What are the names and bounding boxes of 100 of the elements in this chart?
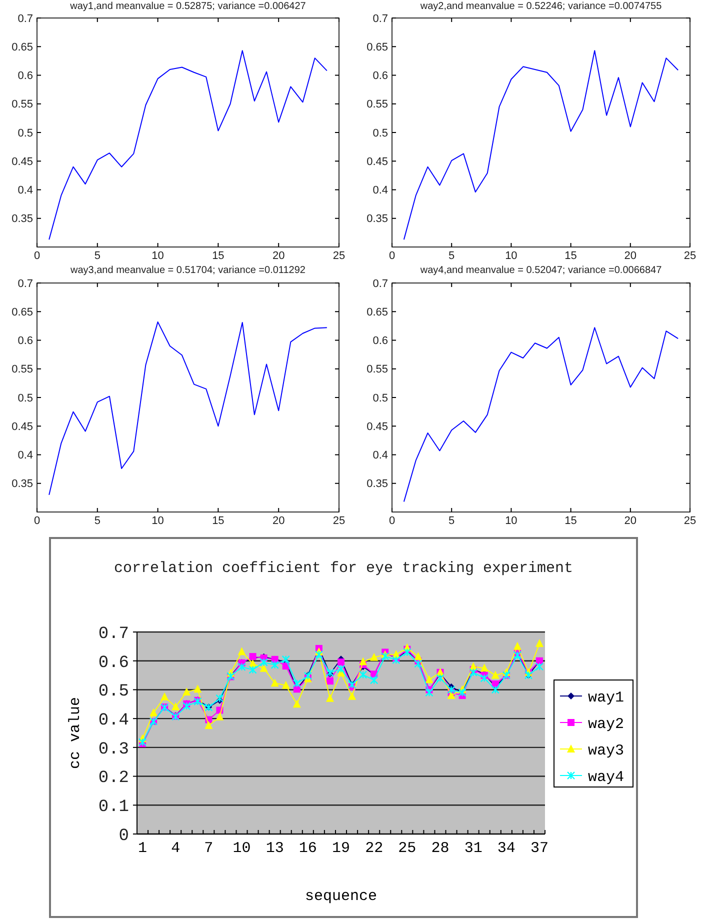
chart-title: way2,and meanvalue = 0.52246; variance =0.0074755 [419, 1, 662, 12]
y-tick-label: 0.4 [18, 184, 33, 197]
x-tick-label: 4 [171, 840, 180, 857]
y-tick-label: 0.7 [372, 278, 388, 290]
x-tick-label: 7 [204, 840, 214, 857]
y-tick-label: 0.35 [12, 478, 33, 490]
x-tick-label: 0 [34, 250, 40, 262]
y-tick-label: 0.4 [372, 184, 388, 197]
y-tick-label: 0.5 [18, 127, 33, 140]
x-tick-label: 25 [684, 515, 696, 527]
y-tick-label: 0.55 [12, 364, 33, 376]
point [491, 686, 500, 694]
point [260, 664, 268, 672]
y-tick-label: 0.1 [98, 798, 129, 818]
line-series [48, 321, 328, 496]
point [348, 692, 356, 700]
x-tick-label: 34 [497, 840, 516, 857]
point [216, 712, 224, 720]
x-tick-label: 10 [505, 250, 518, 262]
x-tick-label: 1 [138, 840, 148, 857]
point [270, 678, 279, 687]
point [425, 675, 434, 684]
point [480, 664, 488, 672]
y-tick-label: 0.65 [366, 306, 388, 318]
x-tick-label: 0 [34, 515, 40, 527]
point [238, 662, 246, 672]
y-tick-label: 0.35 [12, 213, 33, 226]
point [160, 692, 169, 700]
x-tick-label: 25 [332, 515, 346, 527]
point [182, 702, 191, 710]
x-tick-label: 20 [624, 250, 637, 262]
y-tick-label: 0.55 [366, 364, 388, 376]
point [491, 670, 500, 679]
x-tick-label: 10 [505, 515, 518, 527]
y-tick-label: 0.4 [372, 450, 388, 462]
point [358, 670, 368, 679]
y-tick-label: 0.4 [98, 712, 129, 731]
point [414, 660, 422, 668]
y-tick-label: 0.2 [98, 769, 129, 788]
point [238, 647, 246, 656]
point [172, 702, 180, 710]
x-tick-label: 5 [448, 250, 455, 262]
y-tick-label: 0.6 [18, 70, 33, 82]
point [270, 660, 279, 669]
x-tick-label: 10 [152, 515, 164, 527]
legend-label: way3 [588, 742, 624, 760]
y-tick-label: 0.6 [372, 335, 388, 348]
y-tick-label: 0.45 [12, 156, 33, 168]
y-tick-label: 0.45 [366, 420, 388, 433]
chart-title: way4,and meanvalue = 0.52047; variance =0.0066847 [419, 265, 662, 276]
point [535, 639, 544, 648]
point [282, 655, 290, 664]
y-tick-label: 0.4 [18, 450, 33, 462]
chart-title: way3,and meanvalue = 0.51704; variance =0.011292 [70, 265, 306, 276]
y-tick-label: 0.7 [18, 12, 33, 25]
y-tick-label: 0.55 [366, 98, 388, 111]
point [248, 666, 257, 674]
y-axis-title: cc value [67, 696, 84, 770]
x-tick-label: 0 [388, 515, 396, 527]
x-tick-label: 13 [266, 840, 284, 857]
point [338, 658, 344, 666]
y-tick-label: 0.65 [12, 41, 33, 54]
x-tick-label: 16 [298, 840, 317, 857]
point [414, 652, 422, 660]
legend-label: way4 [588, 768, 624, 786]
point [326, 678, 334, 685]
x-tick-label: 15 [212, 250, 224, 262]
point [326, 694, 334, 702]
x-tick-label: 0 [388, 250, 396, 262]
y-tick-label: 0.5 [18, 392, 33, 404]
y-tick-label: 0.6 [18, 335, 33, 348]
point [150, 708, 158, 716]
y-tick-label: 0.6 [372, 70, 388, 82]
x-tick-label: 25 [398, 840, 416, 857]
x-tick-label: 5 [448, 515, 455, 527]
y-tick-label: 0.7 [18, 278, 33, 290]
x-tick-label: 20 [272, 250, 285, 262]
y-tick-label: 0.45 [366, 156, 388, 168]
point [292, 679, 301, 688]
x-tick-label: 10 [232, 840, 251, 857]
line-series [403, 50, 679, 240]
y-tick-label: 0.7 [372, 12, 388, 25]
x-tick-label: 5 [94, 515, 100, 527]
y-tick-label: 0.35 [366, 478, 388, 490]
y-tick-label: 0.6 [98, 654, 129, 673]
x-tick-label: 15 [212, 515, 224, 527]
point [292, 700, 301, 708]
y-tick-label: 0.35 [366, 213, 388, 226]
point [436, 674, 444, 682]
x-tick-label: 10 [152, 250, 164, 262]
point [204, 720, 213, 729]
x-tick-label: 20 [624, 515, 637, 527]
x-tick-label: 28 [431, 840, 450, 857]
y-tick-label: 0.5 [372, 392, 388, 404]
y-tick-label: 0.65 [366, 41, 388, 54]
point [370, 652, 378, 661]
y-tick-label: 0.5 [98, 682, 129, 702]
point [447, 690, 456, 699]
chart-title: correlation coefficient for eye tracking experiment [114, 560, 574, 577]
point [260, 658, 268, 666]
